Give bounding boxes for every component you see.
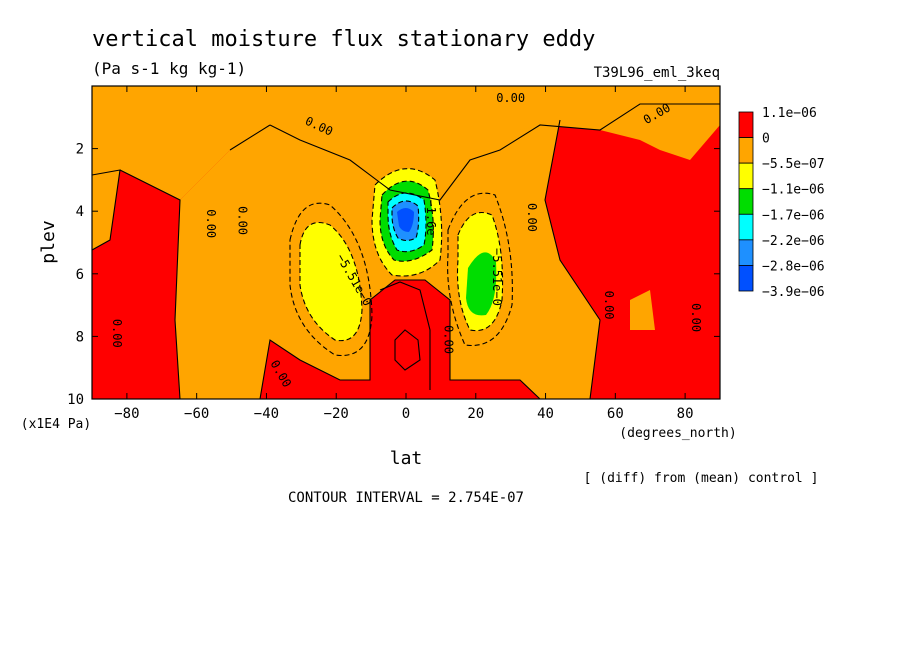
y-tick-label: 8 xyxy=(76,329,84,345)
contour-label: 0.00 xyxy=(236,206,250,235)
negative-region xyxy=(630,290,655,330)
colorbar-swatch xyxy=(738,137,754,164)
x-axis-label: lat xyxy=(390,448,423,469)
colorbar-label: −2.8e−06 xyxy=(762,259,825,274)
colorbar-label: −1.1e−06 xyxy=(762,183,825,198)
negative-region xyxy=(600,104,720,160)
colorbar-label: −1.7e−06 xyxy=(762,208,825,223)
contour-label: 0.00 xyxy=(204,209,218,238)
x-tick-label: −20 xyxy=(324,406,349,422)
y-tick-label: 4 xyxy=(76,204,84,220)
contour-label: 0.00 xyxy=(602,291,616,320)
y-tick-label: 10 xyxy=(67,392,84,408)
colorbar: 1.1e−06 0 −5.5e−07 −1.1e−06 −1.7e−06 −2.2e−06… xyxy=(738,106,825,300)
colorbar-label: 1.1e−06 xyxy=(762,106,817,121)
experiment-label: T39L96_eml_3keq xyxy=(594,65,720,81)
colorbar-label: −5.5e−07 xyxy=(762,157,825,172)
x-axis: −80 −60 −40 −20 0 20 40 60 80 xyxy=(114,86,694,422)
colorbar-swatch xyxy=(738,162,754,190)
y-tick-label: 2 xyxy=(76,142,84,158)
contour-plot-area: 0.000.00 0.000.00 0.00 0.000.00 0.000.00 0.00… xyxy=(91,86,720,400)
y-axis-label: plev xyxy=(38,220,59,263)
contour-label: 0.00 xyxy=(496,91,525,105)
contour-label: −1.6e xyxy=(424,199,438,235)
negative-region xyxy=(466,252,497,316)
x-units-label: (degrees_north) xyxy=(619,426,736,441)
diff-note: [ (diff) from (mean) control ] xyxy=(584,471,819,486)
negative-region xyxy=(300,222,362,341)
chart-title: vertical moisture flux stationary eddy xyxy=(92,27,595,52)
colorbar-swatch xyxy=(738,239,754,266)
contour-label: 0.00 xyxy=(110,319,124,348)
colorbar-swatch xyxy=(738,111,754,138)
x-tick-label: 0 xyxy=(402,406,410,422)
y-axis: 2 4 6 8 10 xyxy=(67,142,720,408)
colorbar-swatch xyxy=(738,265,754,292)
negative-region xyxy=(92,170,120,250)
chart-units: (Pa s-1 kg kg-1) xyxy=(92,59,246,78)
x-tick-label: −80 xyxy=(114,406,139,422)
contour-label: 0.00 xyxy=(525,203,539,232)
colorbar-swatch xyxy=(738,213,754,241)
contour-label: −5.51e−0 xyxy=(490,248,504,306)
contour-lines xyxy=(91,103,720,400)
contour-interval-label: CONTOUR INTERVAL = 2.754E-07 xyxy=(288,490,524,506)
colorbar-label: −3.9e−06 xyxy=(762,285,825,300)
colorbar-label: 0 xyxy=(762,132,770,147)
x-tick-label: 40 xyxy=(537,406,554,422)
contour-label: 0.00 xyxy=(441,325,455,354)
x-tick-label: −60 xyxy=(184,406,209,422)
y-units-label: (x1E4 Pa) xyxy=(21,417,91,432)
x-tick-label: 20 xyxy=(467,406,484,422)
colorbar-swatch xyxy=(738,188,754,215)
x-tick-label: 60 xyxy=(607,406,624,422)
contour-label: 0.00 xyxy=(689,303,703,332)
negative-contour-lines xyxy=(289,168,513,357)
y-tick-label: 6 xyxy=(76,267,84,283)
negative-region xyxy=(92,86,720,200)
x-tick-label: 80 xyxy=(677,406,694,422)
colorbar-label: −2.2e−06 xyxy=(762,234,825,249)
negative-region xyxy=(397,208,414,232)
x-tick-label: −40 xyxy=(254,406,279,422)
